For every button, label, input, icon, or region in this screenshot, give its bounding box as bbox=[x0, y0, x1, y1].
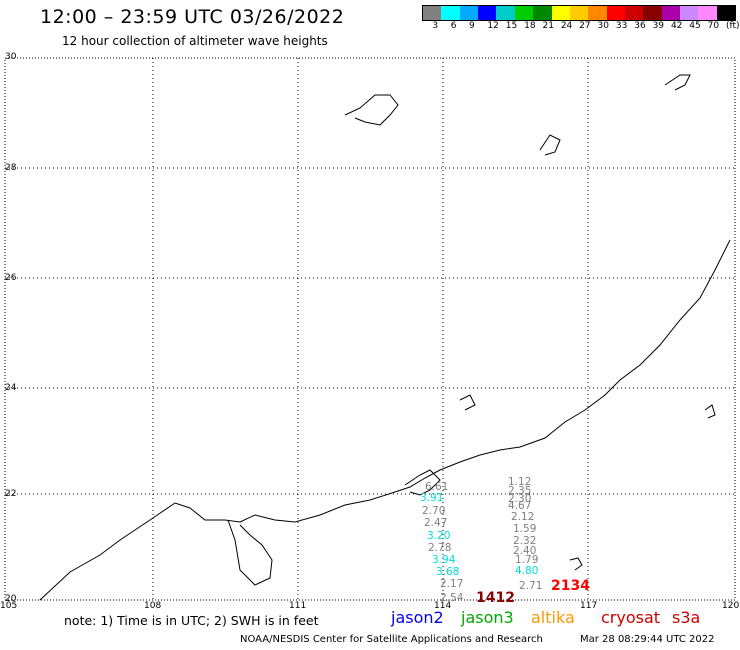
legend-label: (ft) bbox=[726, 21, 740, 31]
legend-swatch bbox=[423, 6, 442, 20]
legend-label: 39 bbox=[652, 21, 665, 31]
longitude-label: 105 bbox=[0, 601, 18, 611]
longitude-label: 108 bbox=[144, 601, 162, 611]
latitude-label: 30 bbox=[5, 52, 17, 62]
legend-label: 33 bbox=[615, 21, 628, 31]
legend-label: 3 bbox=[432, 21, 439, 31]
wave-height-value: 2.12 bbox=[511, 511, 535, 523]
legend-swatch bbox=[643, 6, 662, 20]
satellite-label: jason2 bbox=[391, 608, 444, 627]
legend-label: 6 bbox=[450, 21, 457, 31]
satellite-label: cryosat bbox=[601, 608, 661, 627]
wave-height-value: 3.91 bbox=[420, 492, 444, 504]
wave-height-value: 1.12 bbox=[508, 476, 532, 488]
wave-height-value: 3.94 bbox=[432, 554, 456, 566]
latitude-label: 24 bbox=[5, 383, 17, 393]
satellite-label: s3a bbox=[672, 608, 701, 627]
wave-height-value: 2.40 bbox=[513, 545, 537, 557]
longitude-label: 120 bbox=[722, 601, 740, 611]
wave-height-value: 2.32 bbox=[513, 535, 537, 547]
latitude-label: 26 bbox=[5, 273, 17, 283]
wave-height-value: 2.70 bbox=[422, 505, 446, 517]
wave-height-value: 2.54 bbox=[440, 592, 464, 604]
wave-height-value: 2134 bbox=[551, 578, 590, 594]
units-note: note: 1) Time is in UTC; 2) SWH is in fe… bbox=[64, 613, 319, 628]
legend-label: 21 bbox=[542, 21, 554, 31]
legend-swatch bbox=[588, 6, 607, 20]
map-border bbox=[4, 57, 736, 601]
timestamp: Mar 28 08:29:44 UTC 2022 bbox=[580, 634, 715, 645]
wave-height-value: 2.17 bbox=[440, 578, 464, 590]
wave-height-value: 3.68 bbox=[436, 566, 460, 578]
latitude-label: 20 bbox=[5, 594, 17, 604]
coastline bbox=[39, 74, 731, 601]
legend-label: 9 bbox=[469, 21, 475, 31]
legend-label: 42 bbox=[670, 21, 683, 31]
legend-swatch bbox=[441, 6, 460, 20]
color-legend bbox=[422, 5, 736, 21]
wave-height-value: 2.47 bbox=[424, 517, 448, 529]
wave-height-value: 1.59 bbox=[513, 523, 537, 535]
legend-swatch bbox=[478, 6, 497, 20]
wave-height-value: 2.30 bbox=[508, 493, 532, 505]
legend-label: 27 bbox=[579, 21, 591, 31]
legend-swatch bbox=[716, 6, 736, 20]
wave-height-value: 2.35 bbox=[508, 485, 532, 497]
wave-height-value: 6.61 bbox=[425, 481, 449, 493]
wave-height-value: 4.80 bbox=[515, 565, 539, 577]
page-title: 12:00 – 23:59 UTC 03/26/2022 bbox=[40, 6, 345, 28]
latitude-label: 28 bbox=[5, 163, 17, 173]
wave-height-value: 1.79 bbox=[515, 554, 539, 566]
wave-height-value: 3.20 bbox=[427, 530, 451, 542]
legend-swatch bbox=[569, 6, 589, 20]
legend-swatch bbox=[459, 6, 479, 20]
legend-swatch bbox=[624, 6, 644, 20]
legend-swatch bbox=[606, 6, 625, 20]
satellite-label: jason3 bbox=[461, 608, 514, 627]
wave-height-value: 1412 bbox=[476, 590, 515, 606]
legend-label: 24 bbox=[560, 21, 573, 31]
legend-label: 18 bbox=[524, 21, 536, 31]
legend-label: 12 bbox=[487, 21, 499, 31]
legend-label: 15 bbox=[505, 21, 518, 31]
legend-swatch bbox=[551, 6, 570, 20]
legend-swatch bbox=[680, 6, 699, 20]
legend-swatch bbox=[496, 6, 515, 20]
wave-height-value: 2.78 bbox=[428, 542, 452, 554]
page-subtitle: 12 hour collection of altimeter wave hei… bbox=[62, 34, 328, 48]
credit-text: NOAA/NESDIS Center for Satellite Applica… bbox=[240, 634, 543, 645]
legend-label: 30 bbox=[597, 21, 609, 31]
legend-label: 45 bbox=[689, 21, 701, 31]
wave-height-value: 4.67 bbox=[508, 500, 532, 512]
satellite-label: altika bbox=[531, 608, 575, 627]
legend-swatch bbox=[533, 6, 552, 20]
longitude-label: 114 bbox=[434, 601, 452, 611]
legend-swatch bbox=[698, 6, 717, 20]
grid-lines bbox=[5, 58, 735, 600]
legend-label: 70 bbox=[707, 21, 720, 31]
legend-label: 36 bbox=[634, 21, 646, 31]
longitude-label: 111 bbox=[289, 601, 307, 611]
latitude-label: 22 bbox=[5, 489, 17, 499]
legend-swatch bbox=[514, 6, 534, 20]
legend-swatch bbox=[661, 6, 681, 20]
longitude-label: 117 bbox=[580, 601, 598, 611]
wave-height-value: 2.71 bbox=[519, 580, 543, 592]
